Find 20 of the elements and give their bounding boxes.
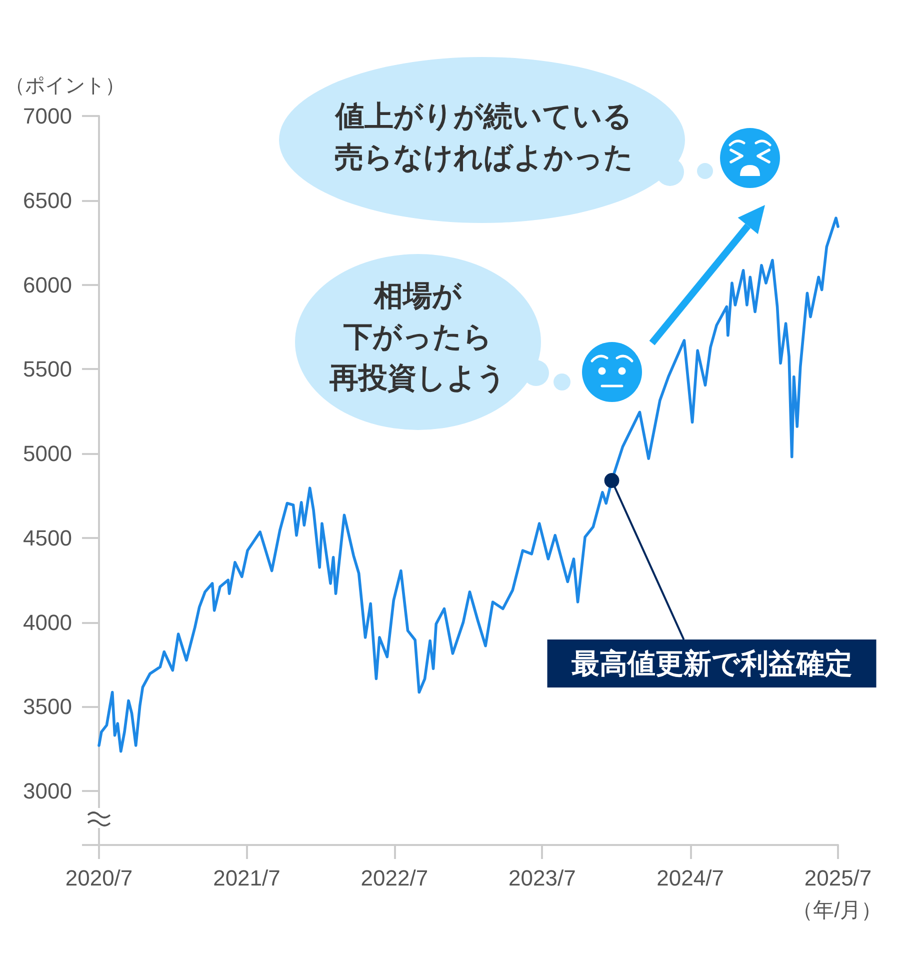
x-axis-title: （年/月）	[792, 899, 882, 922]
x-tick-label: 2023/7	[508, 866, 576, 890]
annotation: 相場が下がったら再投資しよう	[330, 278, 506, 396]
annotation: 値上がりが続いている売らなければよかった	[334, 98, 634, 176]
x-tick-label: 2021/7	[213, 866, 280, 890]
y-tick-label: 6500	[23, 188, 72, 213]
y-tick-label: 5000	[23, 441, 72, 466]
y-tick-label: 4500	[23, 525, 72, 550]
x-tick-label: 2020/7	[65, 866, 133, 890]
x-tick-label: 2024/7	[656, 866, 724, 890]
y-axis-title: （ポイント）	[5, 75, 125, 97]
x-tick-label: 2022/7	[360, 866, 428, 890]
x-tick-label: 2025/7	[804, 866, 872, 890]
y-tick-label: 7000	[23, 104, 72, 128]
y-tick-label: 6000	[23, 272, 72, 298]
y-tick-label: 3000	[23, 778, 72, 804]
y-tick-label: 3500	[23, 694, 72, 720]
y-tick-label: 5500	[23, 356, 72, 382]
annotation: 最高値更新で利益確定	[570, 647, 852, 680]
y-tick-label: 4000	[23, 610, 72, 635]
